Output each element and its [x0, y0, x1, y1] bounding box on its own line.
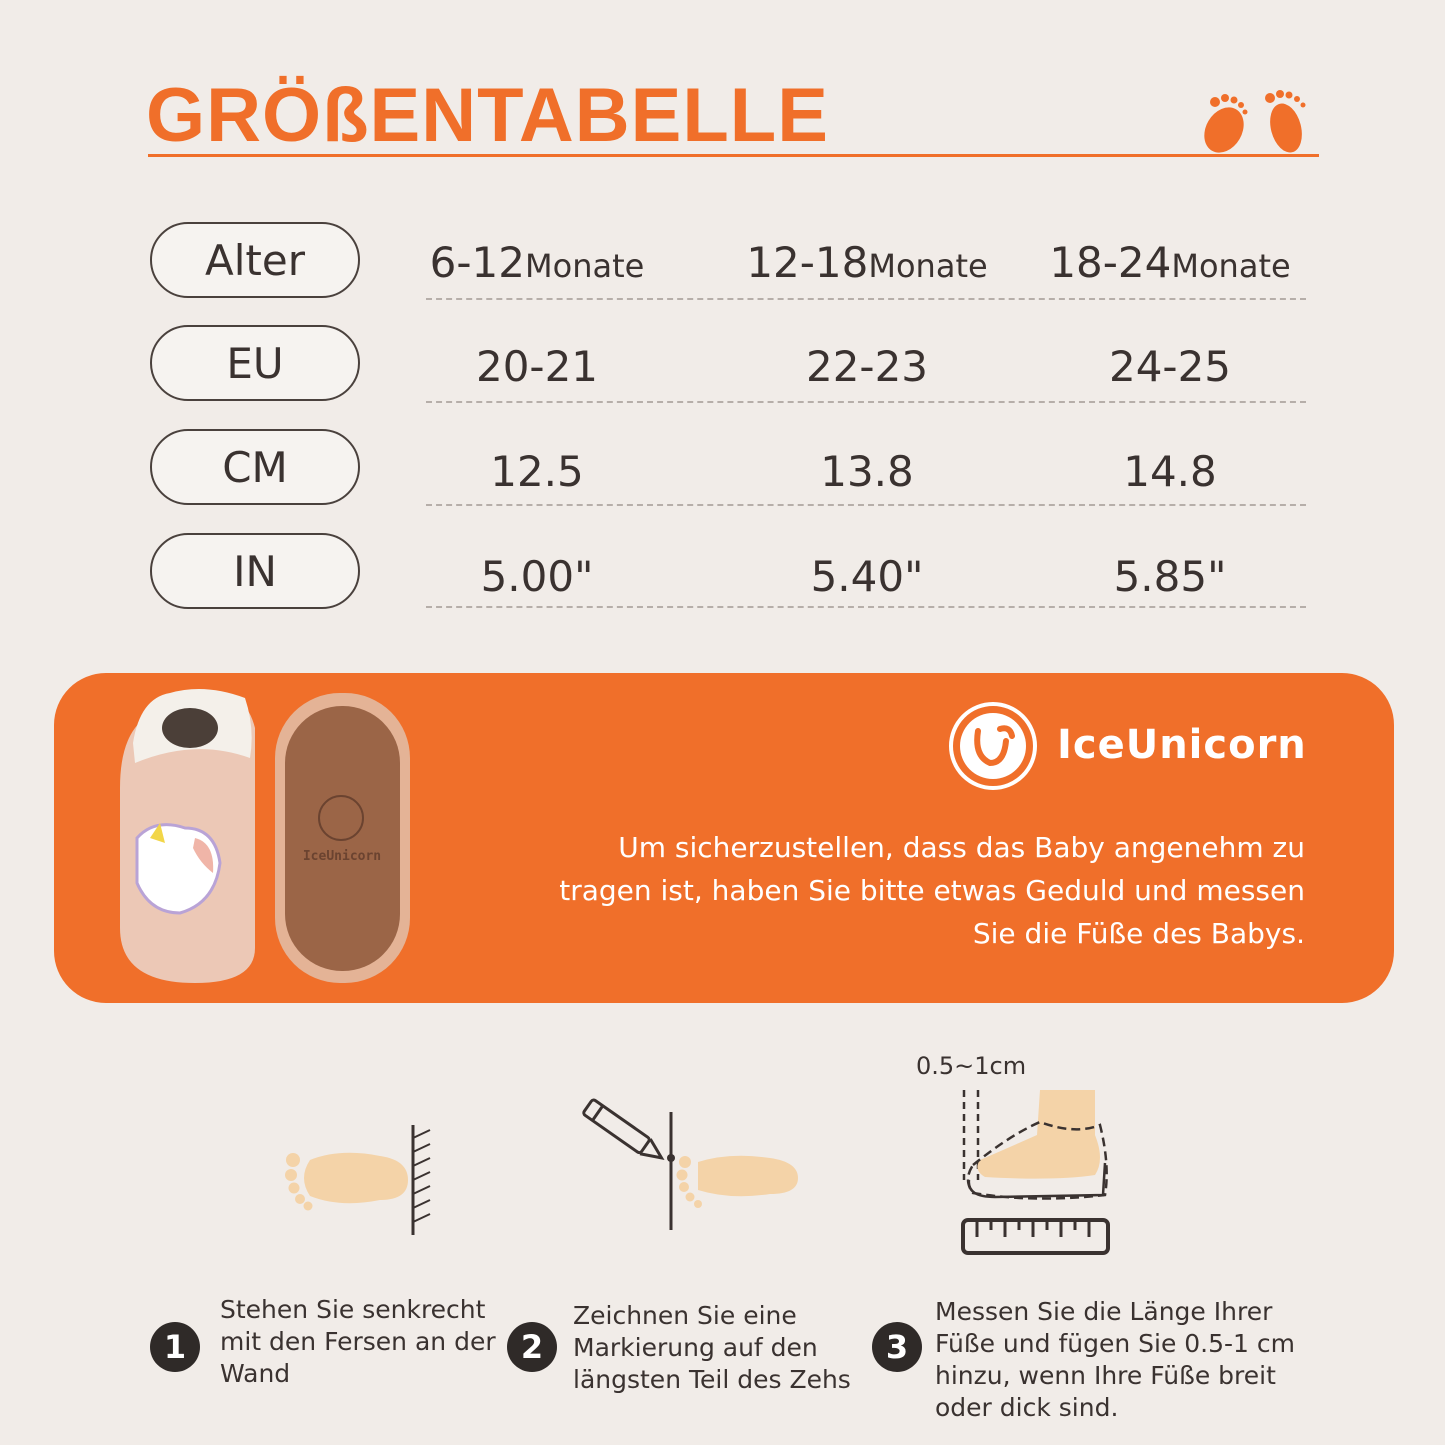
age-cell: 6-12Monate: [429, 238, 645, 287]
banner-line: Sie die Füße des Babys.: [972, 917, 1305, 950]
allowance-label: 0.5~1cm: [916, 1052, 1027, 1080]
step-3-text: Messen Sie die Länge Ihrer Füße und fügen…: [935, 1297, 1295, 1422]
banner-text: Um sicherzustellen, dass das Baby angene…: [485, 826, 1305, 955]
eu-cell: 24-25: [1108, 342, 1232, 391]
pencil-marking-icon: [582, 1098, 798, 1230]
step-number-badge: 2: [507, 1322, 557, 1372]
cm-cell: 12.5: [490, 447, 584, 496]
in-cell: 5.85": [1113, 552, 1227, 601]
foot-measure-ruler-icon: [961, 1090, 1110, 1255]
brand-name: IceUnicorn: [1057, 722, 1307, 768]
age-cell: 18-24Monate: [1049, 238, 1291, 287]
row-divider: [426, 298, 1306, 300]
row-label-cm: CM: [150, 429, 360, 505]
page-title: GRÖßENTABELLE: [146, 73, 829, 158]
row-divider: [426, 504, 1306, 506]
cm-cell: 13.8: [820, 447, 914, 496]
row-label-age: Alter: [150, 222, 360, 298]
eu-cell: 22-23: [805, 342, 929, 391]
eu-cell: 20-21: [475, 342, 599, 391]
title-underline: [148, 154, 1319, 157]
baby-shoes-image: IceUnicorn: [120, 689, 410, 983]
in-cell: 5.00": [480, 552, 594, 601]
baby-feet-icon: [1204, 90, 1306, 153]
step-number-badge: 1: [150, 1322, 200, 1372]
row-divider: [426, 401, 1306, 403]
step-1-text: Stehen Sie senkrecht mit den Fersen an de…: [220, 1295, 496, 1388]
row-divider: [426, 606, 1306, 608]
row-label-eu: EU: [150, 325, 360, 401]
in-cell: 5.40": [810, 552, 924, 601]
row-label-in: IN: [150, 533, 360, 609]
sole-brand-text: IceUnicorn: [303, 849, 381, 864]
foot-against-wall-icon: [285, 1125, 431, 1235]
banner-line: tragen ist, haben Sie bitte etwas Geduld…: [559, 874, 1305, 907]
age-cell: 12-18Monate: [746, 238, 988, 287]
brand-logo-icon: [949, 702, 1037, 790]
step-number-badge: 3: [872, 1322, 922, 1372]
step-2-text: Zeichnen Sie eine Markierung auf den längs…: [573, 1301, 851, 1394]
banner-line: Um sicherzustellen, dass das Baby angene…: [618, 831, 1305, 864]
cm-cell: 14.8: [1123, 447, 1217, 496]
